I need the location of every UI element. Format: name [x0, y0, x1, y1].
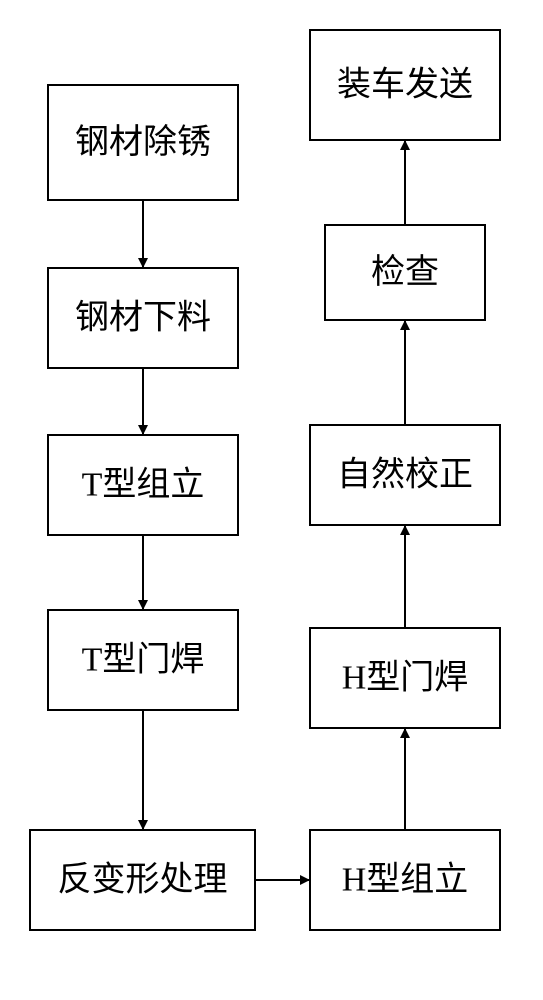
flow-node-label: 钢材除锈 — [75, 123, 211, 161]
flow-node: H型组立 — [310, 830, 500, 930]
flow-node-label: 检查 — [371, 253, 439, 291]
flowchart-canvas: 钢材除锈钢材下料 T型组立 T型门焊反变形处理 H型组立 H型门焊 自然校正 检查 装车发送 — [0, 0, 543, 1000]
flow-node: 钢材除锈 — [48, 85, 238, 200]
flow-node-label: 钢材下料 — [75, 299, 211, 337]
flow-node: 装车发送 — [310, 30, 500, 140]
flow-node: 自然校正 — [310, 425, 500, 525]
flow-node: 反变形处理 — [30, 830, 255, 930]
flow-node-label: 自然校正 — [337, 456, 473, 494]
flow-node-label: 反变形处理 — [58, 861, 228, 899]
flow-node: 检查 — [325, 225, 485, 320]
flow-node-label: H型门焊 — [342, 659, 469, 697]
flow-node-label: H型组立 — [342, 861, 469, 899]
flow-node: 钢材下料 — [48, 268, 238, 368]
flow-node: T型门焊 — [48, 610, 238, 710]
flow-node-label: T型组立 — [82, 466, 205, 504]
flow-node: T型组立 — [48, 435, 238, 535]
flow-node-label: T型门焊 — [82, 641, 205, 679]
flow-node-label: 装车发送 — [337, 66, 473, 104]
flow-node: H型门焊 — [310, 628, 500, 728]
